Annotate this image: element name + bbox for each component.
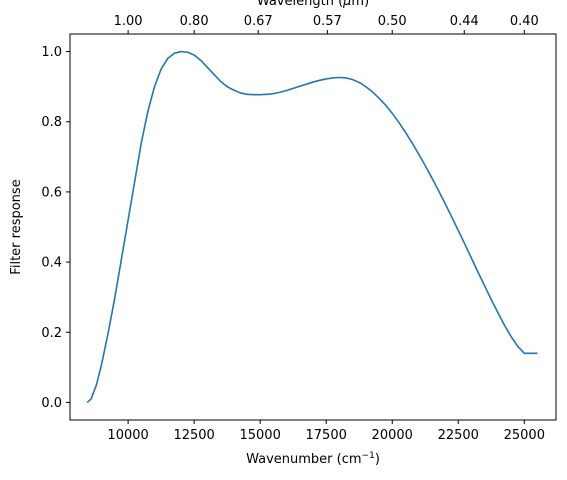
top-tick-label: 0.44: [450, 14, 479, 29]
x-tick-label: 17500: [306, 428, 347, 443]
top-tick-label: 1.00: [114, 14, 143, 29]
top-tick-label: 0.67: [244, 14, 273, 29]
x-tick-label: 12500: [173, 428, 214, 443]
top-tick-label: 0.40: [510, 14, 539, 29]
top-tick-label: 0.57: [313, 14, 342, 29]
x-axis-label: Wavenumber (cm−1): [246, 451, 380, 467]
plot-frame: [69, 33, 557, 421]
y-tick-label: 0.6: [41, 185, 62, 200]
series-line: [86, 50, 538, 404]
y-tick-label: 1.0: [41, 45, 62, 60]
series-lines: [86, 50, 538, 404]
y-axis-label: Filter response: [9, 179, 24, 274]
y-tick-label: 0.8: [41, 115, 62, 130]
y-tick-label: 0.4: [41, 256, 62, 271]
x-tick-label: 25000: [504, 428, 545, 443]
top-axis-label: Wavelength (μm): [257, 0, 369, 9]
top-tick-label: 0.50: [378, 14, 407, 29]
x-tick-label: 15000: [239, 428, 280, 443]
x-tick-label: 22500: [438, 428, 479, 443]
top-tick-label: 0.80: [180, 14, 209, 29]
x-tick-label: 20000: [372, 428, 413, 443]
x-tick-label: 10000: [107, 428, 148, 443]
axes: 10000 12500 15000 17500 20000 22500 25000 0.0 0.…: [41, 14, 545, 443]
y-tick-label: 0.0: [41, 396, 62, 411]
y-tick-label: 0.2: [41, 326, 62, 341]
